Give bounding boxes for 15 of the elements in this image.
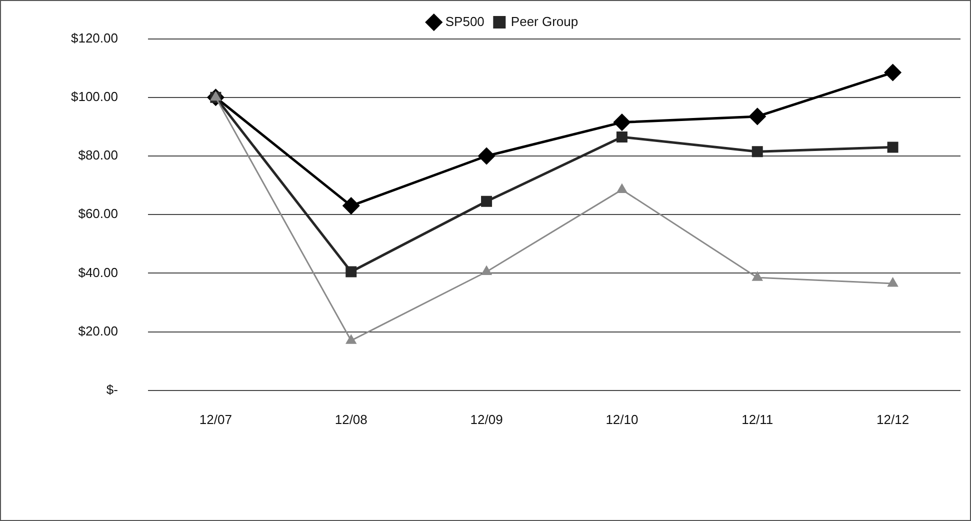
y-tick-label: $60.00 <box>78 206 118 222</box>
x-tick-label: 12/07 <box>199 412 232 427</box>
y-tick-label: $120.00 <box>70 30 118 46</box>
x-tick-label: 12/11 <box>742 412 774 427</box>
y-tick-label: $20.00 <box>78 323 118 338</box>
y-tick-label: $- <box>106 382 118 397</box>
x-tick-label: 12/12 <box>876 412 910 427</box>
legend-label: SP500 <box>445 14 484 29</box>
legend-label: Peer Group <box>510 14 578 29</box>
x-tick-label: 12/08 <box>334 412 368 427</box>
y-tick-label: $40.00 <box>78 264 118 280</box>
x-tick-label: 12/09 <box>470 412 503 427</box>
y-tick-label: $80.00 <box>78 148 118 163</box>
y-tick-label: $100.00 <box>70 88 118 104</box>
x-tick-label: 12/10 <box>606 412 638 427</box>
